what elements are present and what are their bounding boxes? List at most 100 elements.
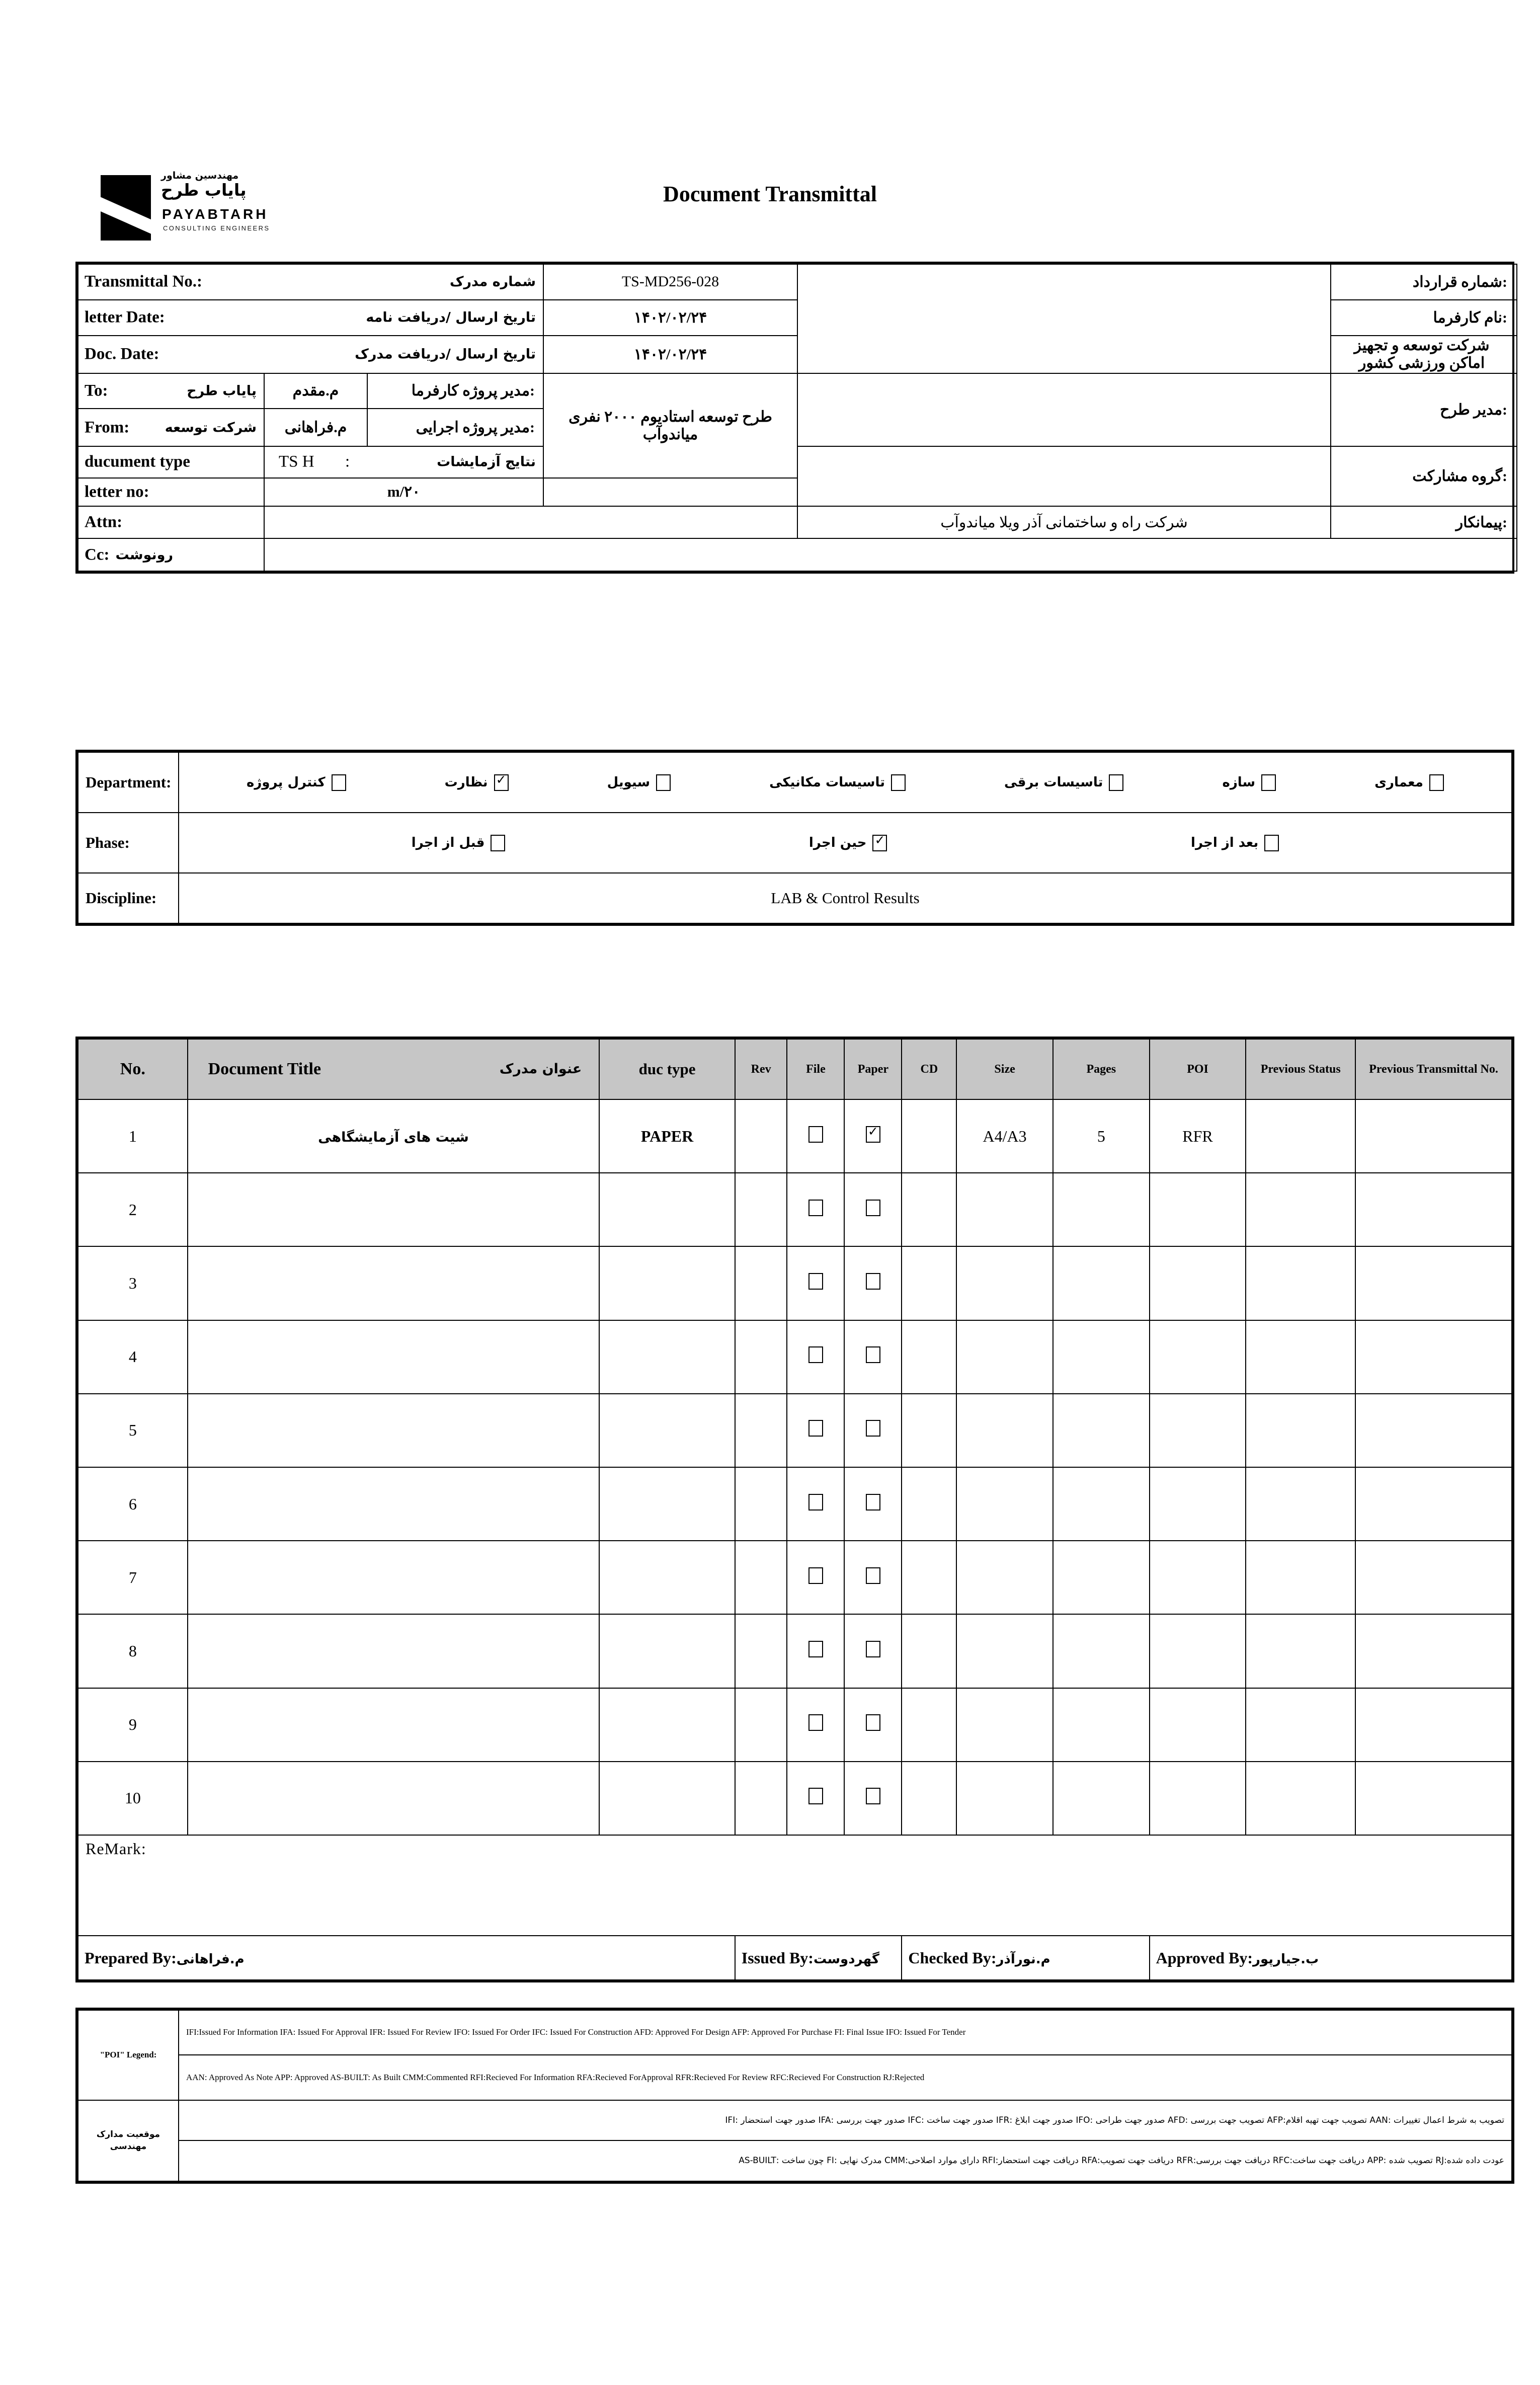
table-row: 7 <box>77 1540 1512 1615</box>
checkbox-icon[interactable] <box>865 1273 880 1290</box>
row-file-cell[interactable] <box>786 1393 845 1468</box>
row-paper-cell[interactable] <box>844 1393 903 1468</box>
checkbox-icon[interactable] <box>865 1640 880 1657</box>
row-cd <box>901 1540 957 1615</box>
checkbox-icon[interactable] <box>808 1714 823 1731</box>
row-paper-cell[interactable] <box>844 1687 903 1762</box>
option-2[interactable]: تاسیسات برقی <box>1004 774 1124 791</box>
row-paper-cell[interactable] <box>844 1098 903 1174</box>
row-paper-cell[interactable] <box>844 1540 903 1615</box>
checkbox-checked-icon[interactable] <box>872 833 887 851</box>
row-number: 5 <box>77 1393 188 1468</box>
row-file-cell[interactable] <box>786 1466 845 1542</box>
checkbox-checked-icon[interactable] <box>494 772 509 791</box>
checkbox-icon[interactable] <box>656 774 671 791</box>
table-row: موقعیت مدارک مهندسی تصویب به شرط اعمال ت… <box>77 2099 1512 2182</box>
row-rev <box>734 1246 788 1321</box>
option-0[interactable]: معماری <box>1374 774 1444 791</box>
from-person-name: م.فراهانی <box>264 408 368 447</box>
row-previous-status <box>1245 1761 1356 1836</box>
checkbox-icon[interactable] <box>1264 834 1279 851</box>
row-file-cell[interactable] <box>786 1687 845 1762</box>
row-cd <box>901 1761 957 1836</box>
row-file-cell[interactable] <box>786 1319 845 1394</box>
row-previous-transmittal <box>1355 1540 1512 1615</box>
checked-by-cell[interactable]: Checked By:م.نورآذر <box>901 1935 1150 1980</box>
option-label: تاسیسات مکانیکی <box>769 775 885 790</box>
col-header-document-title-en: Document Title <box>208 1059 321 1078</box>
checkbox-icon[interactable] <box>865 1714 880 1731</box>
row-paper-cell[interactable] <box>844 1319 903 1394</box>
col-header-rev: Rev <box>734 1039 788 1100</box>
row-file-cell[interactable] <box>786 1761 845 1836</box>
option-label: نظارت <box>444 775 488 790</box>
signature-row: Prepared By:م.فراهانی Issued By:گهردوست … <box>77 1935 1513 1980</box>
checkbox-icon[interactable] <box>865 1567 880 1584</box>
department-options-cell: معماری سازه تاسیسات برقی تاسیسات مکانیکی سیو… <box>178 752 1512 813</box>
row-cd <box>901 1466 957 1542</box>
table-row: 2 <box>77 1172 1512 1247</box>
option-1[interactable]: سازه <box>1222 774 1276 791</box>
prepared-by-cell[interactable]: Prepared By:م.فراهانی <box>77 1935 736 1980</box>
checkbox-icon[interactable] <box>808 1567 823 1584</box>
option-label: معماری <box>1374 775 1423 790</box>
option-0[interactable]: بعد از اجرا <box>1191 834 1279 851</box>
checkbox-icon[interactable] <box>808 1788 823 1805</box>
checkbox-icon[interactable] <box>865 1346 880 1364</box>
checkbox-icon[interactable] <box>808 1640 823 1657</box>
checkbox-icon[interactable] <box>865 1199 880 1216</box>
checkbox-icon[interactable] <box>808 1493 823 1510</box>
row-rev <box>734 1466 788 1542</box>
checkbox-icon[interactable] <box>808 1273 823 1290</box>
checkbox-icon[interactable] <box>1261 774 1276 791</box>
option-4[interactable]: سیویل <box>607 774 671 791</box>
row-file-cell[interactable] <box>786 1614 845 1689</box>
checkbox-icon[interactable] <box>1429 774 1444 791</box>
consortium-value <box>797 446 1332 507</box>
row-paper-cell[interactable] <box>844 1761 903 1836</box>
option-3[interactable]: تاسیسات مکانیکی <box>769 774 906 791</box>
checkbox-icon[interactable] <box>1109 774 1124 791</box>
checkbox-icon[interactable] <box>865 1420 880 1437</box>
option-5[interactable]: نظارت <box>444 772 509 791</box>
option-2[interactable]: قبل از اجرا <box>412 834 506 851</box>
row-previous-status <box>1245 1246 1356 1321</box>
row-poi <box>1149 1687 1247 1762</box>
checkbox-checked-icon[interactable] <box>865 1124 880 1143</box>
checkbox-icon[interactable] <box>865 1493 880 1510</box>
contract-no-value <box>797 264 1332 374</box>
row-file-cell[interactable] <box>786 1246 845 1321</box>
checkbox-icon[interactable] <box>808 1420 823 1437</box>
row-file-cell[interactable] <box>786 1172 845 1247</box>
table-row: To: پایاب طرح م.مقدم مدیر پروژه کارفرما:… <box>77 372 1518 479</box>
table-row: 3 <box>77 1246 1512 1321</box>
row-file-cell[interactable] <box>786 1540 845 1615</box>
option-label: حین اجرا <box>808 835 867 850</box>
table-row: ducument type TS H : نتایج آزمایشات گروه… <box>77 446 1518 507</box>
row-file-cell[interactable] <box>786 1098 845 1174</box>
checkbox-icon[interactable] <box>865 1788 880 1805</box>
row-paper-cell[interactable] <box>844 1614 903 1689</box>
issued-by-cell[interactable]: Issued By:گهردوست <box>734 1935 903 1980</box>
row-previous-transmittal <box>1355 1614 1512 1689</box>
header-band: مهندسین مشاور پایاب طرح PAYABTARH CONSUL… <box>0 151 1540 247</box>
checkbox-icon[interactable] <box>808 1126 823 1143</box>
row-poi: RFR <box>1149 1098 1247 1174</box>
row-poi <box>1149 1172 1247 1247</box>
approved-by-cell[interactable]: Approved By:ب.جیارپور <box>1149 1935 1513 1980</box>
row-paper-cell[interactable] <box>844 1466 903 1542</box>
row-paper-cell[interactable] <box>844 1246 903 1321</box>
checkbox-icon[interactable] <box>491 834 506 851</box>
row-previous-transmittal <box>1355 1246 1512 1321</box>
row-duc-type <box>599 1319 736 1394</box>
checkbox-icon[interactable] <box>891 774 906 791</box>
checkbox-icon[interactable] <box>331 774 346 791</box>
row-duc-type: PAPER <box>599 1098 736 1174</box>
checkbox-icon[interactable] <box>808 1346 823 1364</box>
option-1[interactable]: حین اجرا <box>808 833 887 851</box>
row-duc-type <box>599 1466 736 1542</box>
row-paper-cell[interactable] <box>844 1172 903 1247</box>
option-6[interactable]: کنترل پروژه <box>247 774 346 791</box>
checkbox-icon[interactable] <box>808 1199 823 1216</box>
